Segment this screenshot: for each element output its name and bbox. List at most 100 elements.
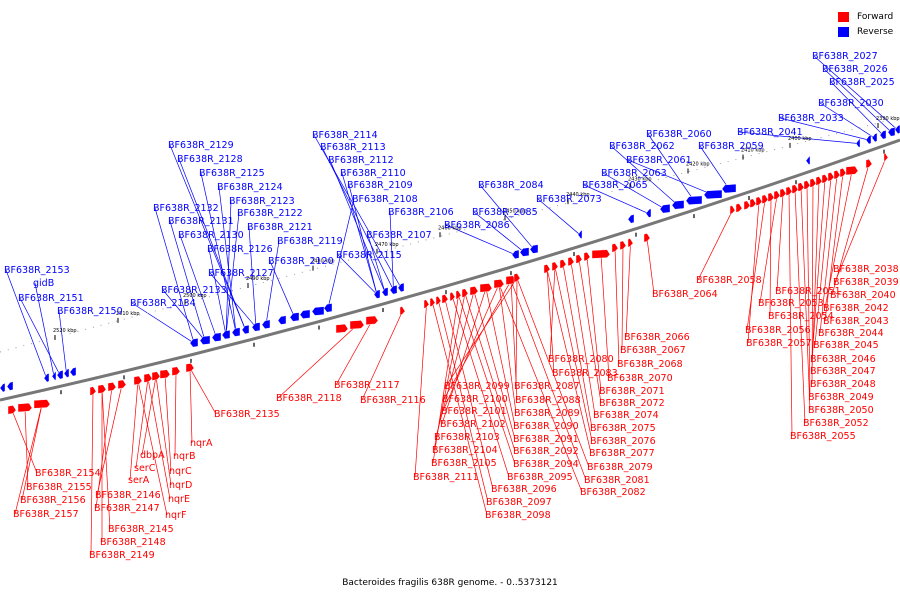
forward-gene[interactable]: [627, 238, 634, 248]
forward-gene[interactable]: [33, 399, 51, 409]
gene-label[interactable]: BF638R_2094: [513, 459, 579, 470]
gene-label[interactable]: BF638R_2059: [698, 141, 764, 152]
gene-label[interactable]: BF638R_2055: [790, 431, 856, 442]
gene-label[interactable]: BF638R_2049: [808, 392, 874, 403]
gene-label[interactable]: BF638R_2073: [536, 194, 602, 205]
gene-label[interactable]: serC: [134, 463, 156, 474]
gene-label[interactable]: BF638R_2081: [584, 475, 650, 486]
gene-label[interactable]: BF638R_2076: [590, 436, 656, 447]
forward-gene[interactable]: [435, 295, 442, 306]
gene-label[interactable]: BF638R_2044: [818, 328, 884, 339]
gene-label[interactable]: gidB: [33, 278, 54, 289]
gene-label[interactable]: BF638R_2089: [514, 408, 580, 419]
gene-label[interactable]: BF638R_2038: [833, 264, 899, 275]
gene-label[interactable]: BF638R_2092: [513, 446, 579, 457]
forward-gene[interactable]: [543, 264, 551, 274]
forward-gene[interactable]: [107, 382, 117, 392]
reverse-gene[interactable]: [199, 335, 211, 345]
gene-label[interactable]: BF638R_2112: [328, 155, 394, 166]
forward-gene[interactable]: [743, 200, 751, 210]
reverse-gene[interactable]: [871, 132, 878, 143]
gene-label[interactable]: BF638R_2154: [35, 468, 101, 479]
forward-gene[interactable]: [821, 174, 829, 184]
gene-label[interactable]: BF638R_2126: [207, 244, 273, 255]
gene-label[interactable]: BF638R_2133: [161, 285, 227, 296]
reverse-gene[interactable]: [887, 127, 896, 137]
gene-label[interactable]: BF638R_2097: [486, 497, 552, 508]
reverse-gene[interactable]: [43, 372, 50, 383]
reverse-gene[interactable]: [299, 309, 311, 319]
gene-label[interactable]: BF638R_2048: [810, 379, 876, 390]
gene-label[interactable]: BF638R_2110: [340, 168, 406, 179]
gene-label[interactable]: BF638R_2090: [513, 421, 579, 432]
forward-gene[interactable]: [171, 366, 181, 376]
gene-label[interactable]: BF638R_2065: [582, 180, 648, 191]
gene-label[interactable]: BF638R_2064: [652, 289, 718, 300]
gene-label[interactable]: BF638R_2056: [745, 325, 811, 336]
reverse-gene[interactable]: [659, 204, 671, 214]
gene-label[interactable]: BF638R_2134: [130, 298, 196, 309]
gene-label[interactable]: BF638R_2117: [334, 380, 400, 391]
gene-label[interactable]: BF638R_2149: [89, 550, 155, 561]
gene-label[interactable]: BF638R_2135: [214, 409, 280, 420]
gene-label[interactable]: BF638R_2030: [818, 98, 884, 109]
forward-gene[interactable]: [429, 297, 436, 308]
gene-label[interactable]: BF638R_2147: [94, 503, 160, 514]
gene-label[interactable]: BF638R_2150: [57, 306, 123, 317]
gene-label[interactable]: BF638R_2098: [485, 510, 551, 521]
forward-gene[interactable]: [159, 369, 171, 379]
forward-gene[interactable]: [735, 203, 743, 213]
gene-label[interactable]: BF638R_2115: [336, 250, 402, 261]
reverse-gene[interactable]: [529, 244, 539, 254]
gene-label[interactable]: BF638R_2095: [507, 472, 573, 483]
reverse-gene[interactable]: [51, 371, 57, 381]
forward-gene[interactable]: [761, 194, 769, 204]
forward-gene[interactable]: [513, 273, 521, 283]
reverse-gene[interactable]: [627, 214, 635, 224]
gene-label[interactable]: BF638R_2071: [599, 386, 665, 397]
gene-label[interactable]: BF638R_2151: [18, 293, 84, 304]
gene-label[interactable]: BF638R_2047: [810, 366, 876, 377]
gene-label[interactable]: BF638R_2077: [589, 448, 655, 459]
reverse-gene[interactable]: [685, 195, 703, 205]
gene-label[interactable]: BF638R_2050: [808, 405, 874, 416]
reverse-gene[interactable]: [645, 208, 652, 218]
forward-gene[interactable]: [117, 379, 127, 389]
forward-gene[interactable]: [17, 402, 33, 413]
gene-label[interactable]: BF638R_2096: [491, 484, 557, 495]
gene-label[interactable]: BF638R_2106: [388, 207, 454, 218]
gene-label[interactable]: BF638R_2109: [347, 180, 413, 191]
forward-gene[interactable]: [423, 299, 430, 309]
gene-label[interactable]: BF638R_2107: [366, 230, 432, 241]
gene-label[interactable]: BF638R_2114: [312, 130, 378, 141]
gene-label[interactable]: BF638R_2118: [276, 393, 342, 404]
gene-label[interactable]: BF638R_2053: [758, 298, 824, 309]
reverse-gene[interactable]: [397, 282, 405, 293]
gene-label[interactable]: BF638R_2132: [153, 203, 219, 214]
reverse-gene[interactable]: [289, 312, 300, 322]
reverse-gene[interactable]: [577, 229, 583, 240]
reverse-gene[interactable]: [231, 327, 241, 337]
gene-label[interactable]: BF638R_2062: [609, 141, 675, 152]
reverse-gene[interactable]: [221, 329, 231, 340]
forward-gene[interactable]: [611, 243, 619, 253]
reverse-gene[interactable]: [211, 332, 222, 342]
gene-label[interactable]: BF638R_2108: [352, 194, 418, 205]
forward-gene[interactable]: [779, 188, 787, 198]
gene-label[interactable]: nqrC: [169, 466, 192, 477]
forward-gene[interactable]: [755, 196, 763, 206]
gene-label[interactable]: BF638R_2026: [822, 64, 888, 75]
gene-label[interactable]: BF638R_2125: [199, 168, 265, 179]
forward-gene[interactable]: [785, 186, 793, 196]
forward-gene[interactable]: [469, 286, 479, 296]
gene-label[interactable]: BF638R_2080: [548, 354, 614, 365]
forward-gene[interactable]: [619, 240, 627, 251]
forward-gene[interactable]: [89, 386, 97, 396]
reverse-gene[interactable]: [251, 322, 261, 332]
forward-gene[interactable]: [185, 363, 195, 373]
forward-gene[interactable]: [803, 180, 811, 190]
gene-label[interactable]: BF638R_2153: [4, 265, 70, 276]
gene-label[interactable]: BF638R_2058: [696, 275, 762, 286]
forward-gene[interactable]: [791, 184, 799, 194]
gene-label[interactable]: BF638R_2066: [624, 332, 690, 343]
